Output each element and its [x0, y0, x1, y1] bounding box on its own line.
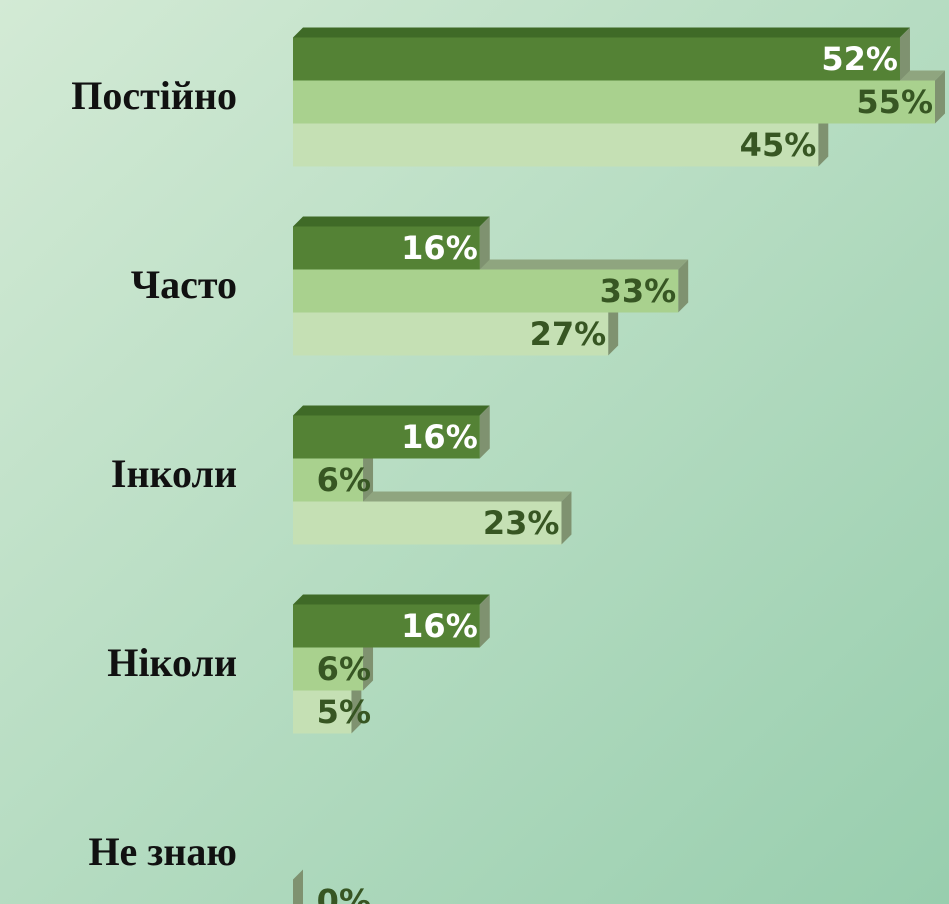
bar-top — [293, 216, 490, 227]
category-label: Ніколи — [107, 640, 237, 685]
bar — [293, 80, 935, 124]
value-label: 52% — [821, 40, 898, 78]
value-label: 5% — [317, 693, 371, 731]
bar-side — [293, 869, 303, 904]
bar — [293, 37, 900, 81]
bar — [293, 415, 480, 459]
bar — [293, 123, 819, 167]
value-label: 45% — [740, 126, 817, 164]
value-label: 6% — [317, 461, 371, 499]
bar — [293, 312, 609, 356]
value-label: 33% — [600, 272, 677, 310]
bar-top — [293, 594, 490, 605]
category-label: Не знаю — [88, 829, 237, 874]
bar — [293, 269, 679, 313]
bar-side — [363, 448, 374, 502]
category-label: Постійно — [71, 73, 237, 118]
value-label: 16% — [401, 607, 478, 645]
bar-side — [935, 70, 945, 124]
bar-side — [818, 113, 829, 167]
bar-side — [351, 680, 362, 734]
category-label: Часто — [131, 262, 237, 307]
bar-side — [561, 491, 572, 545]
value-label: 0% — [317, 882, 371, 904]
bar-top — [293, 405, 490, 416]
bar-side — [363, 637, 374, 691]
bar-side — [678, 259, 689, 313]
bar — [293, 501, 562, 545]
value-label: 23% — [483, 504, 560, 542]
category-label: Інколи — [111, 451, 237, 496]
bar-side — [479, 594, 490, 648]
bar — [293, 690, 352, 734]
bar-side — [608, 302, 619, 356]
bar — [293, 604, 480, 648]
bar — [293, 458, 364, 502]
value-label: 55% — [856, 83, 933, 121]
value-label: 16% — [401, 229, 478, 267]
bar-top — [293, 27, 910, 38]
bar-side — [899, 27, 910, 81]
value-label: 27% — [530, 315, 607, 353]
value-label: 6% — [317, 650, 371, 688]
bar-side — [479, 216, 490, 270]
bar — [293, 226, 480, 270]
value-label: 16% — [401, 418, 478, 456]
bar-side — [479, 405, 490, 459]
bar — [293, 647, 364, 691]
